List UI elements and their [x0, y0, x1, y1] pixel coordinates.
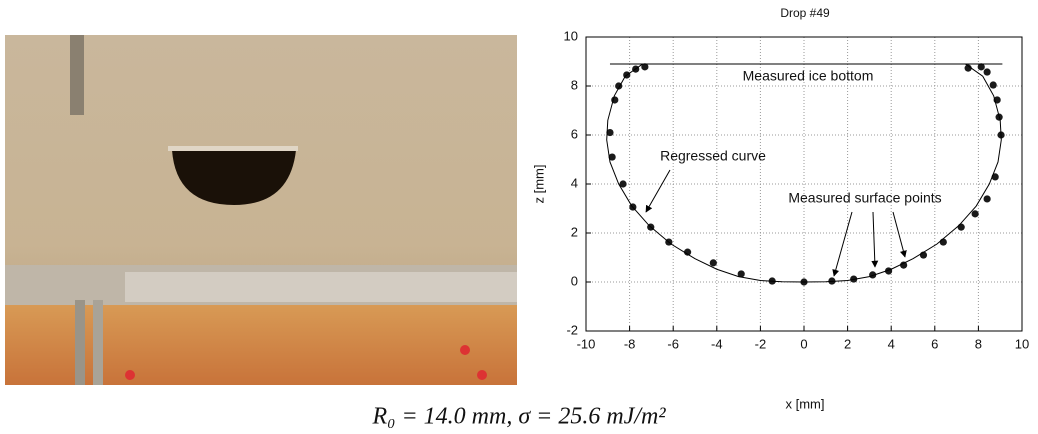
- y-tick-label: 4: [571, 175, 578, 190]
- x-tick-label: 10: [1015, 336, 1029, 351]
- x-tick-label: 4: [888, 336, 895, 351]
- chart-title: Drop #49: [780, 6, 830, 20]
- y-tick-label: 6: [571, 126, 578, 141]
- point: [991, 173, 999, 181]
- x-tick-label: -4: [711, 336, 723, 351]
- caption: R₀ = 14.0 mm, σ = 25.6 mJ/m²: [371, 404, 666, 430]
- annotation-arrow: [832, 211, 853, 277]
- x-tick-label: -10: [577, 336, 596, 351]
- annotation: Measured ice bottom: [743, 68, 874, 84]
- point: [608, 153, 616, 161]
- plot-frame: [585, 36, 1023, 332]
- x-axis-label: x [mm]: [786, 396, 825, 411]
- y-tick-label: -2: [566, 322, 578, 337]
- annotation: Regressed curve: [660, 148, 766, 164]
- point: [983, 195, 991, 203]
- x-tick-label: -2: [755, 336, 767, 351]
- y-tick-label: 2: [571, 224, 578, 239]
- x-tick-label: 2: [844, 336, 851, 351]
- point: [977, 63, 985, 71]
- point: [939, 238, 947, 246]
- x-tick-label: -8: [624, 336, 636, 351]
- point: [683, 248, 692, 256]
- point: [983, 68, 991, 76]
- point: [869, 271, 877, 279]
- point: [641, 63, 649, 71]
- y-axis-label: z [mm]: [531, 165, 546, 204]
- point: [971, 210, 979, 218]
- point: [957, 223, 965, 231]
- annotation: Measured surface points: [788, 190, 941, 206]
- point: [989, 81, 997, 89]
- point: [964, 64, 972, 72]
- point: [619, 180, 627, 188]
- point: [606, 128, 614, 137]
- x-tick-label: 6: [931, 336, 938, 351]
- photo: [5, 35, 517, 385]
- point: [900, 261, 908, 269]
- annotation-arrow: [871, 211, 879, 268]
- y-tick-label: 8: [571, 77, 578, 92]
- y-tick-label: 0: [571, 273, 578, 288]
- y-tick-label: 10: [564, 28, 578, 43]
- x-tick-label: 8: [975, 336, 982, 351]
- annotation-arrow: [645, 169, 671, 213]
- x-tick-label: 0: [800, 336, 807, 351]
- point: [737, 270, 745, 278]
- x-tick-label: -6: [667, 336, 679, 351]
- curve: [606, 63, 1002, 283]
- annotation-arrow: [892, 211, 907, 258]
- point: [709, 259, 717, 267]
